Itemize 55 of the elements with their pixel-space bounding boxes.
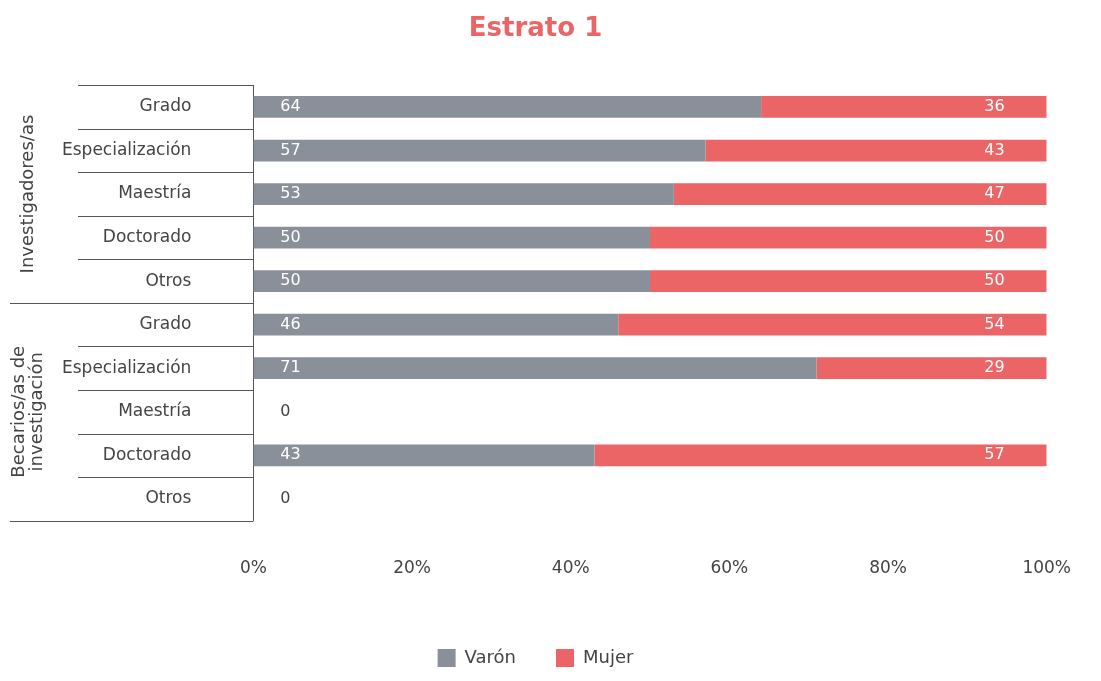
y-tick-label: Doctorado [102,443,192,464]
data-label: 29 [984,357,1005,377]
data-label: 50 [984,270,1005,290]
data-label: 0 [280,400,291,420]
bar [253,444,595,467]
bar [673,183,1047,205]
data-label: 64 [280,96,301,116]
data-label: 54 [984,313,1005,333]
y-tick-label: Grado [139,313,192,334]
x-tick-label: 100% [1022,557,1071,578]
bar [705,139,1047,162]
y-tick-label: Especialización [61,138,192,159]
x-tick-label: 60% [710,557,749,578]
data-label: 71 [280,357,301,377]
bar [253,313,619,336]
text: Becarios/as de investigación [6,345,46,478]
x-tick-label: 0% [239,557,267,578]
y-tick-label: Doctorado [102,226,192,247]
bar [253,139,706,162]
bar [816,357,1047,380]
data-label: 0 [280,487,291,507]
bar [253,357,817,380]
text: Investigadores/as [15,114,37,274]
x-tick-label: 80% [869,557,907,578]
legend-label: Varón [464,645,516,667]
data-label: 50 [984,226,1005,246]
y-tick-label: Maestría [118,400,192,421]
bar [618,313,1047,336]
data-label: 43 [280,444,301,464]
data-label: 57 [984,444,1005,464]
data-label: 57 [280,139,301,159]
bar [650,270,1047,293]
data-label: 50 [280,226,301,246]
data-label: 36 [984,96,1005,116]
y-tick-label: Grado [139,95,192,116]
bar [594,444,1047,467]
data-label: 43 [984,139,1005,159]
y-tick-label: Especialización [61,356,192,377]
bar [650,226,1047,249]
x-tick-label: 40% [551,557,590,578]
y-tick-label: Otros [145,487,192,508]
x-tick-label: 20% [393,557,431,578]
bar [253,226,651,249]
data-label: 46 [280,313,301,333]
bar [253,270,651,293]
y-tick-label: Maestría [118,182,192,203]
data-label: 53 [280,183,301,203]
chart-title: Estrato 1 [468,12,603,43]
bar [253,183,674,205]
legend-label: Mujer [582,645,634,667]
y-tick-label: Otros [145,269,192,290]
data-label: 50 [280,270,301,290]
data-label: 47 [984,183,1005,203]
bar [253,96,762,118]
bar [761,96,1047,118]
